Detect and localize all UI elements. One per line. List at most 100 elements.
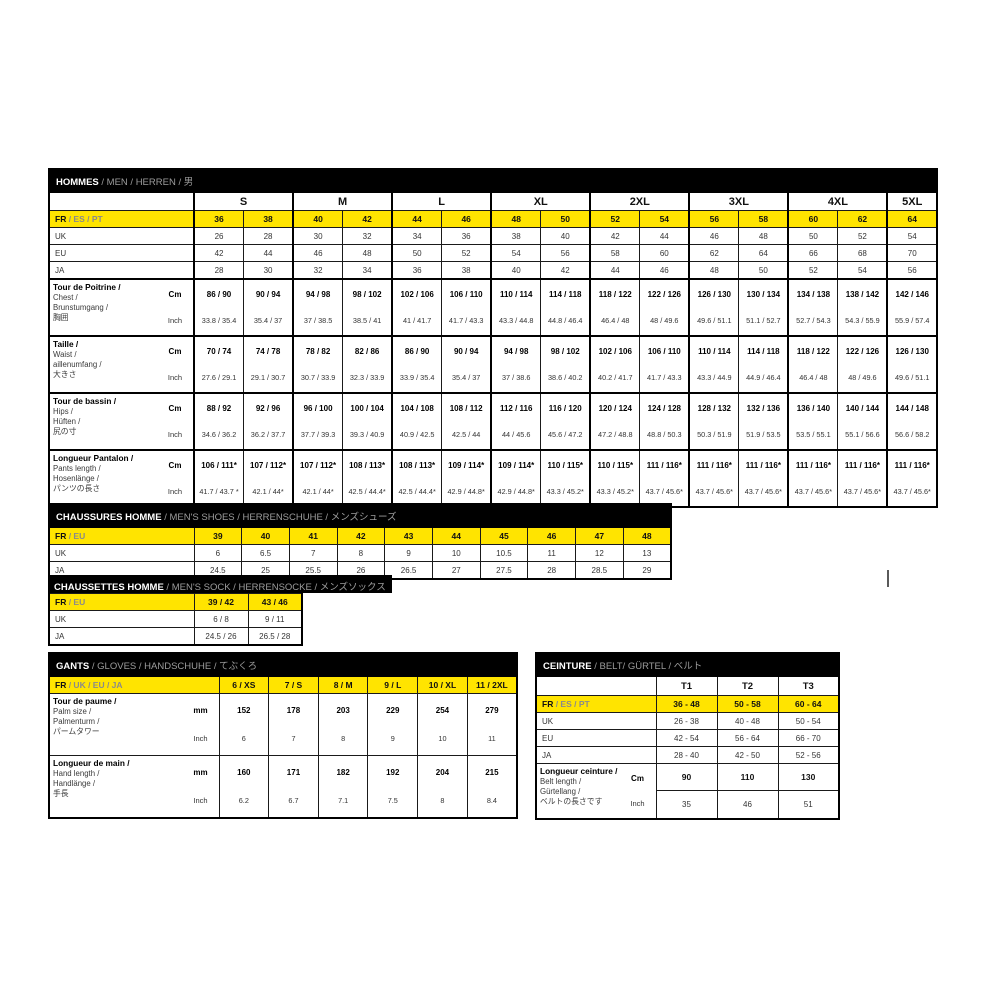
cm-value: 114 / 118: [747, 347, 780, 357]
measurement-label-line: 大きさ: [53, 369, 77, 379]
cm-value: 126 / 130: [697, 290, 732, 300]
inch-value: 46: [716, 790, 779, 820]
value-cell: 36: [391, 261, 443, 280]
measurement-label-line: パームタワー: [53, 726, 100, 736]
inch-value: 44 / 45.6: [502, 429, 531, 439]
cm-value: 152: [237, 705, 251, 715]
cm-value: 112 / 116: [499, 404, 533, 414]
inch-value: 33.9 / 35.4: [399, 372, 435, 382]
measurement-cell: 92 / 96 36.2 / 37.7: [243, 392, 294, 451]
value-cell: 24.5: [193, 561, 243, 580]
measurement-cell: 111 / 116* 43.7 / 45.6*: [639, 449, 690, 508]
inch-value: 36.2 / 37.7: [250, 429, 286, 439]
table-title: CHAUSSURES HOMME / MEN'S SHOES / HERRENS…: [48, 503, 672, 528]
cm-value: 110 / 115*: [547, 461, 584, 471]
cm-value: 98 / 102: [352, 290, 382, 300]
table-title: GANTS / GLOVES / HANDSCHUHE / てぶくろ: [48, 652, 518, 677]
unit-label: mm: [193, 767, 208, 777]
measurement-cell: 178 7: [268, 693, 319, 756]
cm-value: 111 / 116*: [745, 461, 781, 471]
cm-value: 110 / 114: [499, 290, 533, 300]
cm-value: 106 / 111*: [201, 461, 237, 471]
inch-value: 38.6 / 40.2: [547, 372, 583, 382]
value-cell: 11: [527, 544, 576, 562]
measurement-label-line: Longueur ceinture /: [540, 766, 618, 776]
measurement-label-line: パンツの長さ: [53, 483, 101, 493]
unit-label: Inch: [167, 429, 183, 439]
table-title: HOMMES / MEN / HERREN / 男: [48, 168, 938, 193]
measurement-label-line: Hips /: [53, 406, 73, 416]
measurement-cell: 108 / 112 42.5 / 44: [441, 392, 492, 451]
measurement-cell: 106 / 110 41.7 / 43.3: [441, 278, 492, 337]
measurement-cell: 110 / 115* 43.3 / 45.2*: [540, 449, 591, 508]
measurement-label-line: Longueur de main /: [53, 758, 130, 768]
inch-value: 49.6 / 51.1: [697, 315, 732, 325]
measurement-cell: 110 / 115* 43.3 / 45.2*: [589, 449, 641, 508]
cm-value: 108 / 113*: [399, 461, 436, 471]
value-cell: 50: [738, 261, 789, 280]
value-cell: 58: [589, 244, 641, 262]
cm-value: 104 / 108: [400, 404, 434, 414]
value-cell: 28: [193, 261, 245, 280]
size-group-header: S: [192, 192, 294, 211]
measurement-cell: 111 / 116* 43.7 / 45.6*: [886, 449, 938, 508]
value-cell: 48: [342, 244, 393, 262]
value-cell: 30: [243, 261, 294, 280]
cm-value: 132 / 136: [746, 404, 781, 414]
value-cell: 52: [837, 227, 888, 245]
inch-value: 43.3 / 45.2*: [546, 486, 584, 496]
cm-value: 182: [336, 767, 350, 777]
measurement-cell: 120 / 124 47.2 / 48.8: [589, 392, 641, 451]
measurement-cell: 98 / 102 38.6 / 40.2: [540, 335, 591, 394]
size-cell: 42: [342, 210, 393, 228]
value-cell: 32: [342, 227, 393, 245]
shoes-table-wrap: CHAUSSURES HOMME / MEN'S SHOES / HERRENS…: [48, 503, 672, 580]
size-cell: 48: [490, 210, 542, 228]
inch-value: 37.7 / 39.3: [300, 429, 336, 439]
value-cell: 42: [193, 244, 245, 262]
cm-value: 215: [485, 767, 499, 777]
measurement-label-line: ベルトの長さです: [540, 796, 603, 806]
size-cell: 11 / 2XL: [466, 676, 518, 694]
measurement-cell: 126 / 130 49.6 / 51.1: [886, 335, 938, 394]
cm-value: 88 / 92: [206, 404, 232, 414]
cm-value: 110 / 115*: [597, 461, 634, 471]
size-cell: 54: [639, 210, 690, 228]
row-label: EU: [535, 729, 657, 747]
inch-value: 44.8 / 46.4: [547, 315, 583, 325]
row-label: FR / EU: [48, 527, 195, 545]
size-group-header: M: [292, 192, 393, 211]
row-label: FR / ES / PT: [48, 210, 195, 228]
measurement-cell: 136 / 140 53.5 / 55.1: [787, 392, 839, 451]
cm-value: 136 / 140: [796, 404, 831, 414]
measurement-label-line: Palm size /: [53, 706, 92, 716]
measurement-cell: 142 / 146 55.9 / 57.4: [886, 278, 938, 337]
measurement-cell: 118 / 122 46.4 / 48: [787, 335, 839, 394]
inch-value: 46.4 / 48: [601, 315, 630, 325]
inch-value: 54.3 / 55.9: [845, 315, 880, 325]
belt-size-header: T2: [716, 676, 779, 696]
measurement-cell: 102 / 106 41 / 41.7: [391, 278, 443, 337]
measurement-label: Tour de bassin / Hips / Hüften / 尻の寸 Cm Inch: [48, 392, 195, 451]
inch-value: 43.7 / 45.6*: [744, 486, 783, 496]
value-cell: 28.5: [575, 561, 624, 580]
corner-cell: [535, 676, 657, 696]
value-cell: 60: [639, 244, 690, 262]
cm-value: 110 / 114: [698, 347, 731, 357]
cm-value: 90 / 94: [453, 347, 479, 357]
value-cell: 52: [787, 261, 839, 280]
row-label: JA: [535, 746, 657, 764]
cm-value: 130 / 134: [746, 290, 781, 300]
inch-value: 43.7 / 45.6*: [645, 486, 683, 496]
value-cell: 26.5 / 28: [247, 627, 303, 646]
row-label: FR / EU: [48, 593, 195, 611]
size-cell: 41: [288, 527, 338, 545]
unit-label: Inch: [167, 486, 183, 496]
value-cell: 6: [193, 544, 243, 562]
socks-title-rest: / MEN'S SOCK / HERRENSOCKE / メンズソックス: [163, 582, 386, 593]
value-cell: 28 - 40: [655, 746, 718, 764]
measurement-label-line: Brunstumgang /: [53, 302, 109, 312]
measurement-label-line: aillenumfang /: [53, 359, 102, 369]
inch-value: 41.7 / 43.3: [448, 315, 484, 325]
